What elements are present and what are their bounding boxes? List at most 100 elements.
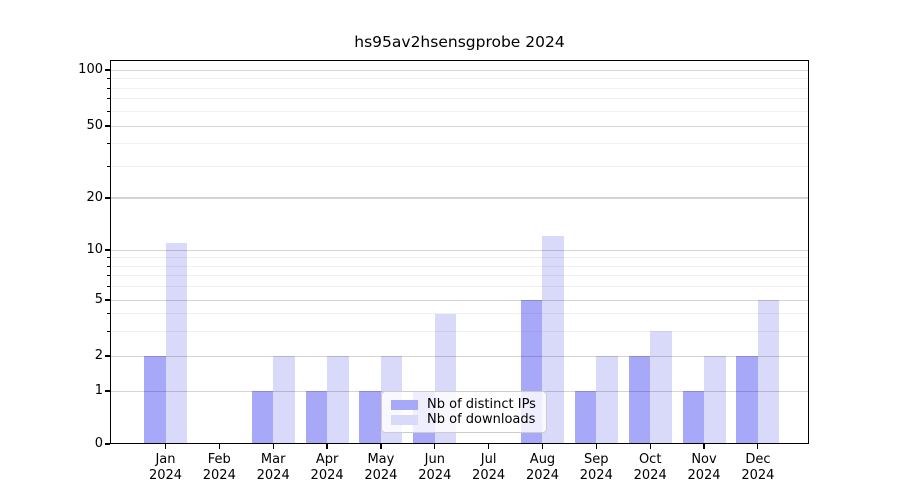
gridline-minor-80: [110, 87, 809, 89]
gridline-minor-70: [110, 98, 809, 100]
gridline-major-2: [110, 355, 809, 357]
bar-downloads-dec: [757, 300, 780, 444]
y-tick-mark-5: [104, 299, 110, 301]
x-tick-mark-jan: [164, 444, 167, 449]
x-tick-year-dec: 2024: [741, 468, 775, 483]
gridline-minor-60: [110, 110, 809, 112]
bar-downloads-apr: [327, 356, 349, 444]
x-tick-month-jul: Jul: [480, 452, 497, 467]
bar-distinct-ips-apr: [305, 391, 328, 444]
y-tick-label-2: 2: [94, 348, 103, 364]
x-tick-month-sep: Sep: [584, 452, 609, 467]
bar-distinct-ips-sep: [574, 391, 597, 444]
x-tick-year-feb: 2024: [202, 468, 236, 483]
y-minor-tick-mark-8: [106, 265, 110, 267]
x-tick-label-sep: Sep 2024: [564, 452, 628, 484]
y-minor-tick-mark-6: [106, 286, 110, 288]
y-tick-mark-100: [104, 69, 110, 71]
x-tick-year-oct: 2024: [633, 468, 667, 483]
legend-swatch-distinct-ips: [391, 399, 418, 410]
bar-downloads-sep: [596, 356, 618, 444]
x-tick-mark-nov: [703, 444, 705, 449]
bar-downloads-mar: [273, 356, 295, 444]
bar-distinct-ips-nov: [682, 391, 704, 444]
x-tick-month-feb: Feb: [207, 452, 231, 467]
y-minor-tick-mark-9: [106, 257, 110, 259]
y-tick-mark-20: [104, 197, 110, 199]
legend-swatch-downloads: [391, 414, 418, 425]
legend: Nb of distinct IPs Nb of downloads: [381, 391, 547, 433]
gridline-major-5: [110, 299, 809, 301]
x-tick-month-oct: Oct: [638, 452, 662, 467]
x-tick-label-jan: Jan 2024: [134, 452, 198, 484]
x-tick-mark-dec: [757, 444, 759, 449]
x-tick-label-jun: Jun 2024: [403, 452, 467, 484]
gridline-major-50: [110, 125, 809, 127]
x-tick-label-dec: Dec 2024: [726, 452, 790, 484]
x-tick-year-jul: 2024: [472, 468, 506, 483]
y-tick-mark-2: [104, 355, 110, 357]
x-tick-label-mar: Mar 2024: [241, 452, 305, 484]
y-tick-label-100: 100: [78, 62, 103, 77]
legend-label-downloads: Nb of downloads: [427, 412, 536, 427]
x-tick-month-jan: Jan: [155, 452, 176, 467]
x-tick-mark-mar: [272, 444, 274, 449]
y-minor-tick-mark-70: [106, 98, 110, 100]
y-minor-tick-mark-3: [106, 330, 110, 332]
gridline-minor-6: [110, 286, 809, 288]
x-tick-mark-may: [380, 444, 382, 449]
x-tick-year-apr: 2024: [310, 468, 344, 483]
y-tick-label-20: 20: [86, 189, 103, 205]
bar-downloads-oct: [650, 331, 672, 444]
gridline-major-20: [110, 197, 809, 199]
x-tick-mark-jun: [434, 444, 436, 449]
x-tick-year-jan: 2024: [148, 468, 183, 483]
y-tick-mark-10: [104, 249, 110, 251]
x-tick-month-apr: Apr: [315, 452, 339, 467]
legend-label-distinct-ips: Nb of distinct IPs: [427, 397, 536, 412]
plot-area: Nb of distinct IPs Nb of downloads: [110, 60, 809, 444]
x-tick-month-dec: Dec: [745, 452, 771, 467]
legend-row-downloads: Nb of downloads: [391, 412, 538, 427]
bar-downloads-nov: [704, 356, 726, 444]
x-tick-month-jun: Jun: [424, 452, 445, 467]
x-tick-mark-apr: [326, 444, 328, 449]
x-tick-label-oct: Oct 2024: [618, 452, 682, 484]
y-tick-label-10: 10: [86, 242, 103, 258]
bar-downloads-jan: [165, 242, 187, 444]
x-tick-label-apr: Apr 2024: [295, 452, 359, 484]
gridline-minor-4: [110, 313, 809, 315]
y-tick-label-1: 1: [94, 383, 103, 398]
y-minor-tick-mark-80: [106, 87, 110, 89]
x-tick-mark-jul: [487, 444, 490, 449]
y-tick-label-0: 0: [94, 436, 103, 451]
y-tick-mark-0: [104, 443, 110, 445]
gridline-major-100: [110, 69, 809, 71]
x-tick-mark-feb: [218, 444, 221, 449]
x-tick-month-mar: Mar: [260, 452, 286, 467]
bar-distinct-ips-dec: [736, 356, 758, 444]
x-tick-mark-aug: [541, 444, 544, 449]
x-tick-month-aug: Aug: [529, 452, 556, 467]
x-tick-year-may: 2024: [364, 468, 398, 483]
x-tick-label-feb: Feb 2024: [187, 452, 251, 484]
bar-distinct-ips-mar: [251, 391, 274, 444]
gridline-minor-3: [110, 330, 809, 332]
x-tick-mark-sep: [595, 444, 597, 449]
axes-spines: [110, 60, 809, 444]
x-tick-label-jul: Jul 2024: [457, 452, 521, 484]
x-tick-year-aug: 2024: [525, 468, 560, 483]
y-minor-tick-mark-30: [106, 165, 110, 167]
y-minor-tick-mark-90: [106, 78, 110, 79]
gridline-minor-40: [110, 143, 809, 144]
y-minor-tick-mark-60: [106, 110, 110, 112]
gridline-minor-7: [110, 275, 809, 277]
y-tick-mark-50: [104, 125, 110, 127]
gridline-minor-9: [110, 257, 809, 259]
x-tick-label-aug: Aug 2024: [511, 452, 575, 484]
x-tick-month-may: May: [367, 452, 395, 467]
y-tick-mark-1: [104, 390, 110, 392]
x-tick-label-nov: Nov 2024: [672, 452, 736, 484]
gridline-minor-30: [110, 165, 809, 167]
